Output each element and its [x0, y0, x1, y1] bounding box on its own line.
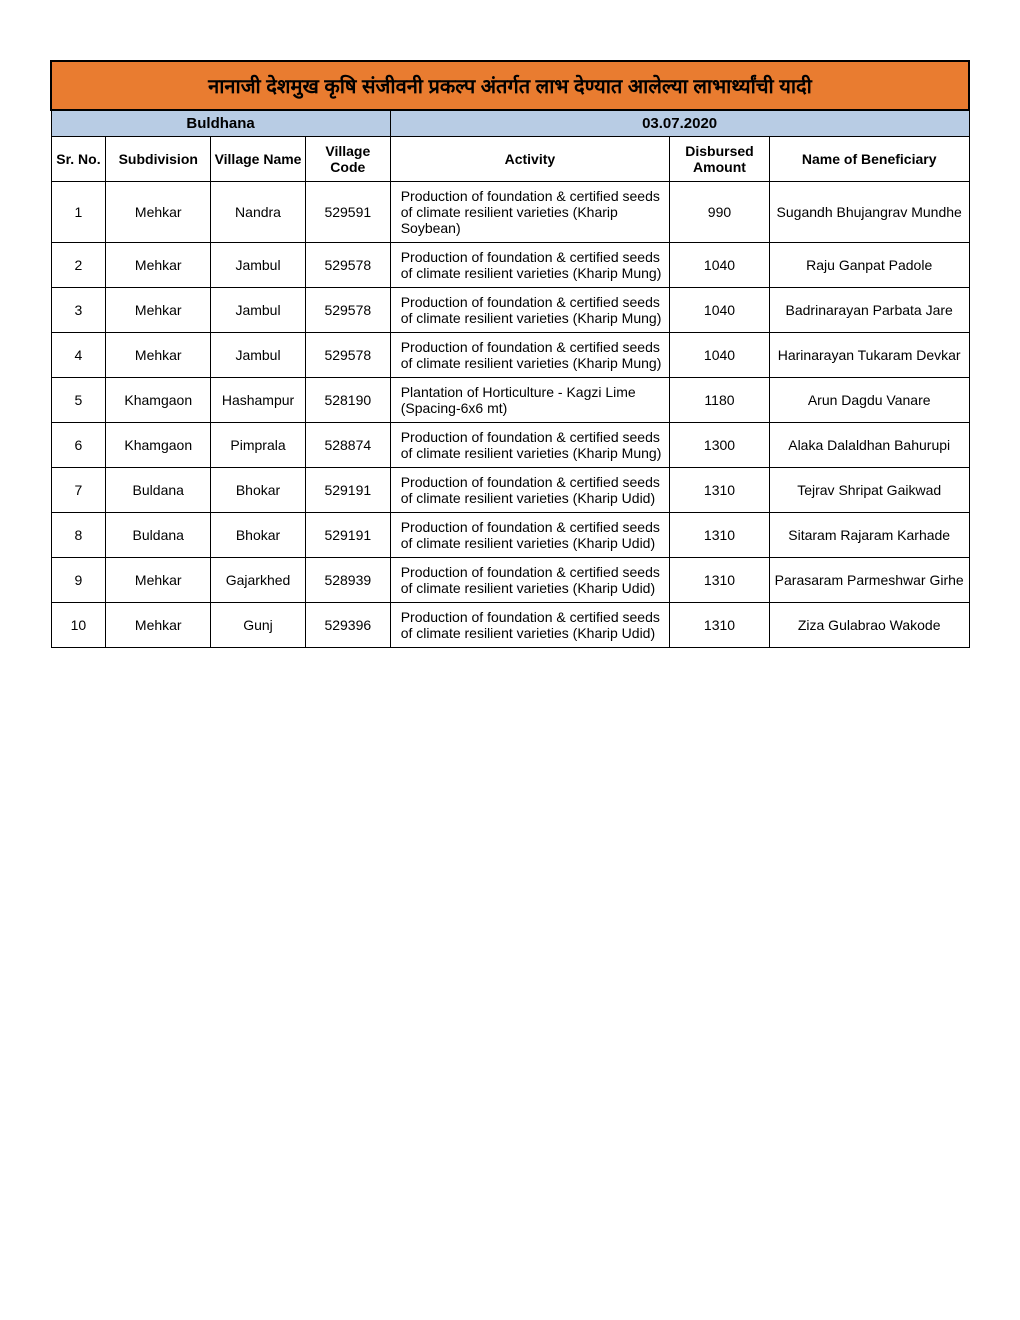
cell-activity: Plantation of Horticulture - Kagzi Lime …: [390, 378, 669, 423]
col-header-sr: Sr. No.: [51, 137, 106, 182]
cell-sr: 8: [51, 513, 106, 558]
cell-subdivision: Mehkar: [106, 558, 211, 603]
cell-sr: 7: [51, 468, 106, 513]
col-header-village-code: Village Code: [305, 137, 390, 182]
col-header-village-name: Village Name: [211, 137, 306, 182]
cell-sr: 6: [51, 423, 106, 468]
cell-sr: 3: [51, 288, 106, 333]
cell-village-code: 528939: [305, 558, 390, 603]
cell-village-code: 529578: [305, 288, 390, 333]
cell-beneficiary: Raju Ganpat Padole: [769, 243, 969, 288]
cell-sr: 5: [51, 378, 106, 423]
page-title: नानाजी देशमुख कृषि संजीवनी प्रकल्प अंतर्…: [51, 61, 969, 110]
cell-activity: Production of foundation & certified see…: [390, 243, 669, 288]
cell-beneficiary: Arun Dagdu Vanare: [769, 378, 969, 423]
cell-sr: 9: [51, 558, 106, 603]
cell-sr: 2: [51, 243, 106, 288]
table-row: 10MehkarGunj529396Production of foundati…: [51, 603, 969, 648]
cell-subdivision: Buldana: [106, 513, 211, 558]
cell-village-code: 529396: [305, 603, 390, 648]
cell-beneficiary: Tejrav Shripat Gaikwad: [769, 468, 969, 513]
cell-subdivision: Mehkar: [106, 333, 211, 378]
district-label: Buldhana: [51, 110, 390, 137]
cell-beneficiary: Sitaram Rajaram Karhade: [769, 513, 969, 558]
cell-amount: 1040: [670, 288, 770, 333]
cell-village-name: Pimprala: [211, 423, 306, 468]
cell-activity: Production of foundation & certified see…: [390, 333, 669, 378]
cell-village-code: 529578: [305, 243, 390, 288]
cell-village-name: Jambul: [211, 288, 306, 333]
cell-beneficiary: Badrinarayan Parbata Jare: [769, 288, 969, 333]
cell-beneficiary: Alaka Dalaldhan Bahurupi: [769, 423, 969, 468]
cell-subdivision: Mehkar: [106, 288, 211, 333]
cell-beneficiary: Ziza Gulabrao Wakode: [769, 603, 969, 648]
cell-village-code: 529191: [305, 468, 390, 513]
cell-activity: Production of foundation & certified see…: [390, 423, 669, 468]
cell-amount: 1310: [670, 513, 770, 558]
cell-amount: 1310: [670, 603, 770, 648]
cell-amount: 990: [670, 182, 770, 243]
cell-village-name: Bhokar: [211, 513, 306, 558]
cell-amount: 1040: [670, 333, 770, 378]
cell-beneficiary: Harinarayan Tukaram Devkar: [769, 333, 969, 378]
cell-amount: 1300: [670, 423, 770, 468]
cell-village-name: Gunj: [211, 603, 306, 648]
cell-subdivision: Mehkar: [106, 182, 211, 243]
cell-village-name: Bhokar: [211, 468, 306, 513]
table-row: 9MehkarGajarkhed528939Production of foun…: [51, 558, 969, 603]
table-row: 6KhamgaonPimprala528874Production of fou…: [51, 423, 969, 468]
cell-subdivision: Khamgaon: [106, 423, 211, 468]
cell-sr: 1: [51, 182, 106, 243]
cell-activity: Production of foundation & certified see…: [390, 468, 669, 513]
cell-beneficiary: Parasaram Parmeshwar Girhe: [769, 558, 969, 603]
cell-activity: Production of foundation & certified see…: [390, 513, 669, 558]
table-row: 7BuldanaBhokar529191Production of founda…: [51, 468, 969, 513]
col-header-subdivision: Subdivision: [106, 137, 211, 182]
cell-village-name: Hashampur: [211, 378, 306, 423]
cell-village-name: Nandra: [211, 182, 306, 243]
cell-amount: 1310: [670, 468, 770, 513]
date-label: 03.07.2020: [390, 110, 969, 137]
cell-subdivision: Khamgaon: [106, 378, 211, 423]
table-row: 4MehkarJambul529578Production of foundat…: [51, 333, 969, 378]
cell-sr: 10: [51, 603, 106, 648]
cell-sr: 4: [51, 333, 106, 378]
cell-village-name: Gajarkhed: [211, 558, 306, 603]
cell-village-code: 528874: [305, 423, 390, 468]
cell-beneficiary: Sugandh Bhujangrav Mundhe: [769, 182, 969, 243]
cell-village-code: 528190: [305, 378, 390, 423]
table-row: 1MehkarNandra529591Production of foundat…: [51, 182, 969, 243]
table-row: 5KhamgaonHashampur528190Plantation of Ho…: [51, 378, 969, 423]
col-header-beneficiary: Name of Beneficiary: [769, 137, 969, 182]
cell-activity: Production of foundation & certified see…: [390, 603, 669, 648]
cell-subdivision: Mehkar: [106, 243, 211, 288]
cell-amount: 1040: [670, 243, 770, 288]
col-header-amount: Disbursed Amount: [670, 137, 770, 182]
cell-activity: Production of foundation & certified see…: [390, 558, 669, 603]
col-header-activity: Activity: [390, 137, 669, 182]
cell-village-name: Jambul: [211, 333, 306, 378]
cell-village-name: Jambul: [211, 243, 306, 288]
table-row: 3MehkarJambul529578Production of foundat…: [51, 288, 969, 333]
cell-amount: 1180: [670, 378, 770, 423]
cell-village-code: 529191: [305, 513, 390, 558]
cell-subdivision: Mehkar: [106, 603, 211, 648]
table-row: 8BuldanaBhokar529191Production of founda…: [51, 513, 969, 558]
cell-subdivision: Buldana: [106, 468, 211, 513]
cell-amount: 1310: [670, 558, 770, 603]
cell-village-code: 529591: [305, 182, 390, 243]
beneficiary-table: नानाजी देशमुख कृषि संजीवनी प्रकल्प अंतर्…: [50, 60, 970, 648]
cell-activity: Production of foundation & certified see…: [390, 182, 669, 243]
cell-activity: Production of foundation & certified see…: [390, 288, 669, 333]
cell-village-code: 529578: [305, 333, 390, 378]
table-row: 2MehkarJambul529578Production of foundat…: [51, 243, 969, 288]
